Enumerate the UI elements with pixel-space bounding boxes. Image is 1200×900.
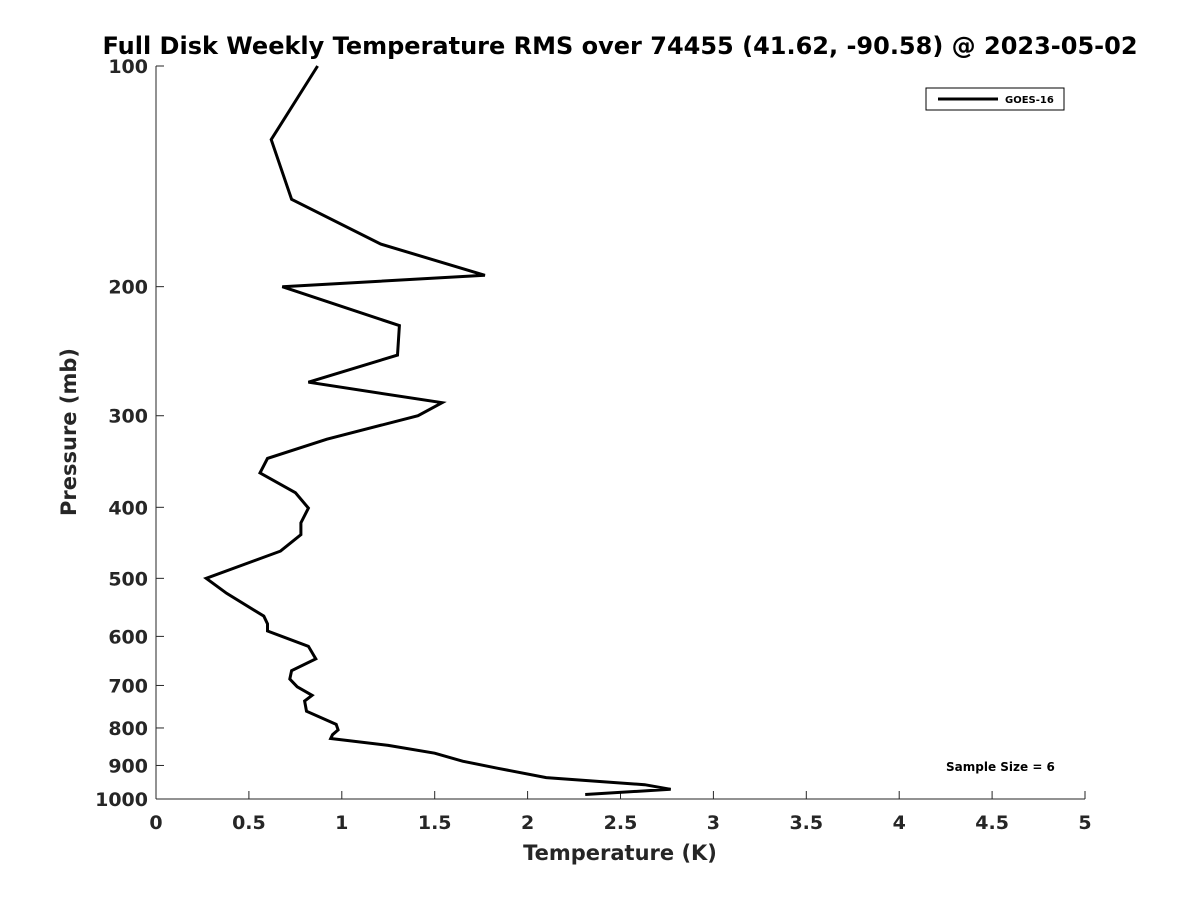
- plot-axes: [155, 66, 1085, 800]
- series-layer: [203, 65, 671, 796]
- x-ticks: 0 0.5 1 1.5 2 2.5 3 3.5 4 4.5 5: [149, 791, 1092, 834]
- y-tick-label: 500: [108, 568, 148, 590]
- x-tick-label: 4: [893, 812, 906, 834]
- y-axis-label: Pressure (mb): [57, 348, 81, 516]
- y-tick-label: 900: [108, 755, 148, 777]
- y-ticks: 100 200 300 400 500 600 700 800 900 1000: [95, 56, 164, 811]
- sample-size-annotation: Sample Size = 6: [946, 760, 1055, 774]
- y-tick-label: 200: [108, 277, 148, 299]
- x-tick-label: 1: [335, 812, 348, 834]
- y-tick-label: 700: [108, 675, 148, 697]
- x-tick-label: 0.5: [232, 812, 266, 834]
- x-tick-label: 5: [1078, 812, 1091, 834]
- y-tick-label: 1000: [95, 789, 148, 811]
- series-line-goes-16: [203, 65, 671, 796]
- x-tick-label: 3: [707, 812, 720, 834]
- y-tick-label: 800: [108, 718, 148, 740]
- x-tick-label: 2: [521, 812, 534, 834]
- y-tick-label: 100: [108, 56, 148, 78]
- x-tick-label: 0: [149, 812, 162, 834]
- y-tick-label: 300: [108, 406, 148, 428]
- legend-label-goes-16: GOES-16: [1005, 95, 1054, 106]
- x-tick-label: 3.5: [789, 812, 823, 834]
- x-tick-label: 4.5: [975, 812, 1009, 834]
- chart-title: Full Disk Weekly Temperature RMS over 74…: [102, 32, 1137, 60]
- y-tick-label: 600: [108, 626, 148, 648]
- legend: GOES-16: [925, 87, 1065, 111]
- x-tick-label: 1.5: [418, 812, 452, 834]
- y-tick-label: 400: [108, 497, 148, 519]
- x-axis-label: Temperature (K): [523, 841, 717, 865]
- x-tick-label: 2.5: [604, 812, 638, 834]
